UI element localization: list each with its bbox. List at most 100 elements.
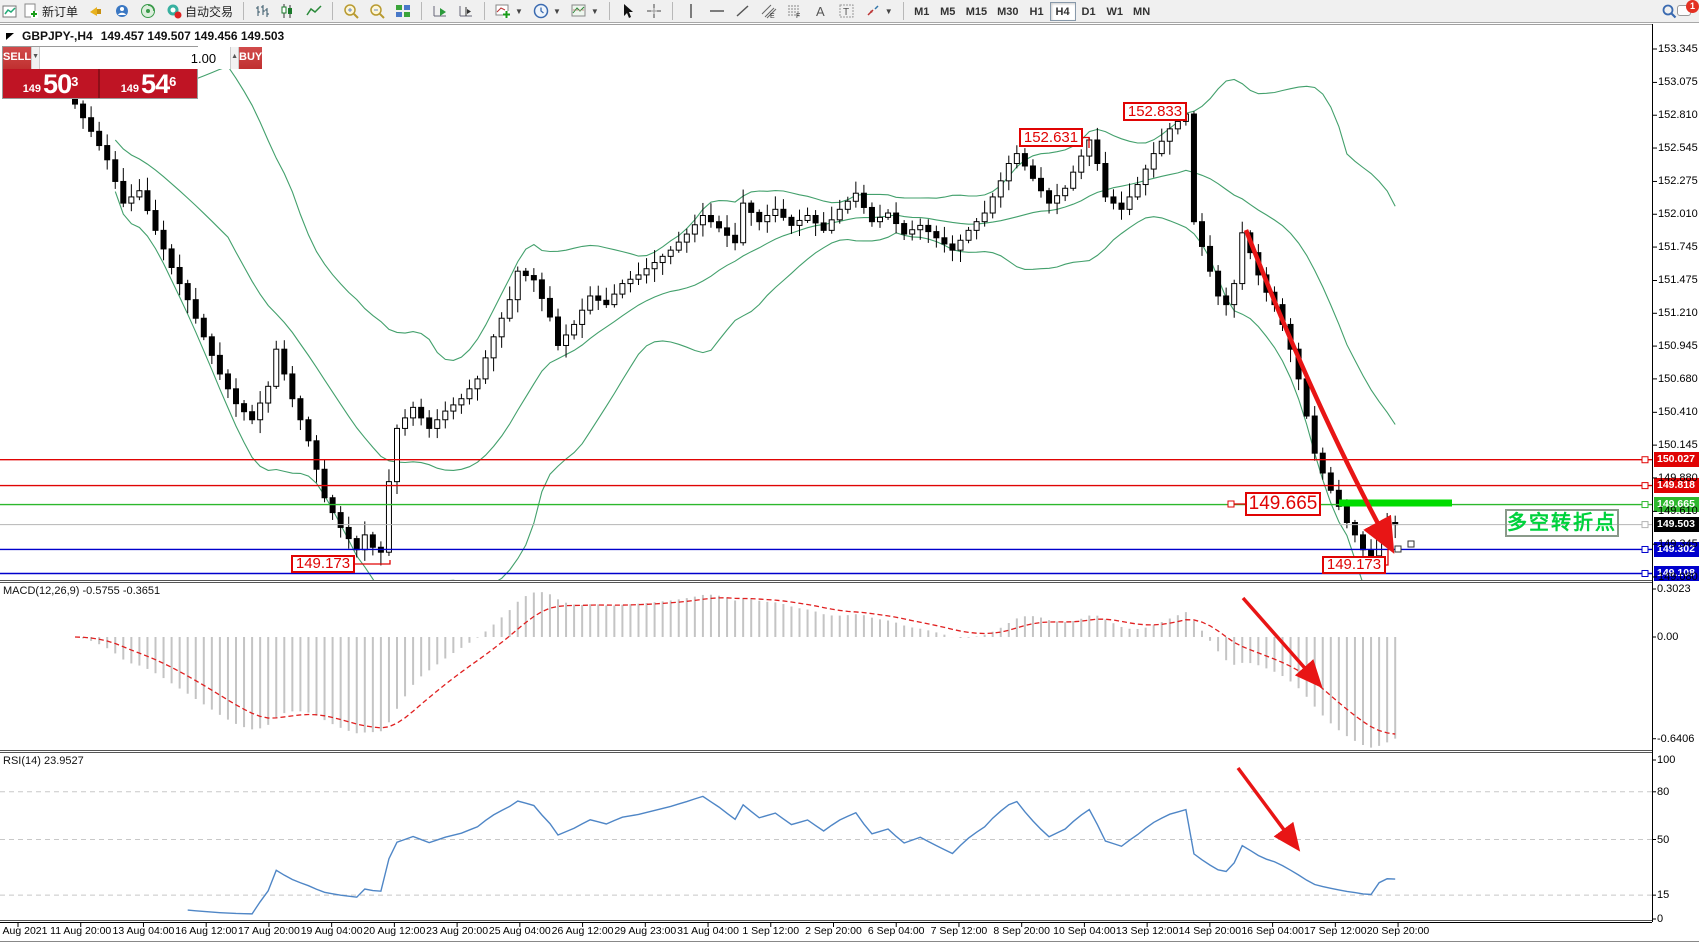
timeframe-button-M1[interactable]: M1 [914,5,930,18]
vertical-line-tool[interactable] [678,1,704,21]
alerts-button[interactable] [83,1,109,21]
crosshair-icon [646,3,662,19]
fibonacci-tool[interactable]: F [782,1,808,21]
price-callout-149.173[interactable]: 149.173 [1322,556,1386,574]
timeframe-button-M5[interactable]: M5 [940,5,956,18]
ask-price-display[interactable]: 149 54 6 [100,69,197,98]
time-axis-label: 13 Aug 04:00 [112,925,175,937]
clock-icon [533,3,549,19]
time-axis-label: 31 Aug 04:00 [677,925,739,937]
arrows-tool[interactable]: ▼ [860,1,898,21]
price-tag-149.108: 149.108 [1654,565,1699,581]
object-handle [1407,540,1415,548]
time-axis-label: 14 Sep 20:00 [1178,925,1242,937]
ask-big-digits: 54 [141,69,170,99]
community-button[interactable] [109,1,135,21]
auto-scroll-icon [432,3,448,19]
time-axis-label: 8 Sep 20:00 [993,925,1050,937]
price-callout-149.173[interactable]: 149.173 [291,555,355,573]
bar-chart-mode-button[interactable] [249,1,275,21]
chart-window-icon[interactable] [2,3,18,19]
bid-prefix: 149 [22,83,42,95]
dropdown-caret: ▼ [884,6,893,16]
volume-input[interactable] [40,47,231,69]
timeframe-group: M1 M5 M15 M30 H1 H4 D1 W1 MN [907,0,1157,23]
fibonacci-icon: F [787,3,803,20]
timeframe-button-M15[interactable]: M15 [965,5,988,18]
trend-arrow-rsi [1236,766,1301,852]
sell-button[interactable]: SELL [3,47,32,69]
candlestick-mode-button[interactable] [275,1,301,21]
horizontal-line-icon [709,3,725,19]
cursor-tool-button[interactable] [615,1,641,21]
bb-middle-band [114,139,1396,471]
bid-price-display[interactable]: 149 50 3 [3,69,101,98]
price-callout-152.833[interactable]: 152.833 [1123,102,1187,121]
text-tool[interactable]: A [808,1,834,21]
volume-decrease-button[interactable]: ▼ [31,47,41,69]
time-axis-label: 20 Sep 20:00 [1366,925,1430,937]
zoom-out-button[interactable] [364,1,390,21]
zoom-in-button[interactable] [338,1,364,21]
timeframe-button-W1[interactable]: W1 [1106,5,1124,18]
line-chart-mode-button[interactable] [301,1,327,21]
time-axis-label: 13 Sep 12:00 [1115,925,1179,937]
horizontal-line-tool[interactable] [704,1,730,21]
new-order-button[interactable]: 新订单 [18,1,83,21]
dropdown-caret: ▼ [515,6,523,16]
price-tag-149.818: 149.818 [1654,478,1699,494]
trendline-tool[interactable] [730,1,756,21]
search-icon[interactable] [1661,3,1677,19]
time-axis-label: 19 Aug 04:00 [300,925,363,937]
auto-trade-button[interactable]: 自动交易 [161,1,238,21]
bid-pip-digit: 3 [71,74,79,89]
tile-windows-button[interactable] [390,1,416,21]
text-label-tool[interactable]: T [834,1,860,21]
timeframe-button-M30[interactable]: M30 [997,5,1019,18]
signals-button[interactable] [135,1,161,21]
candlestick-series [72,85,1399,566]
time-axis-label: 10 Sep 04:00 [1053,925,1116,937]
auto-scroll-button[interactable] [427,1,453,21]
price-callout-152.631[interactable]: 152.631 [1019,128,1083,147]
zoom-in-icon [343,3,359,19]
price-axis-label: 152.275 [1658,175,1698,188]
level-anchor-square [1641,501,1649,509]
candlestick-icon [280,3,296,19]
ohlc-values: 149.457 149.507 149.456 149.503 [100,29,285,43]
level-anchor-square [1641,482,1649,490]
time-axis-label: 1 Sep 12:00 [742,925,800,937]
rsi-axis-label: 15 [1657,889,1670,902]
time-axis-label: 17 Sep 12:00 [1304,925,1367,937]
timeframe-button-H1[interactable]: H1 [1029,5,1044,18]
templates-button[interactable]: ▼ [566,1,604,21]
timeframe-button-MN[interactable]: MN [1133,5,1151,18]
turning-point-annotation[interactable]: 多空转折点 [1505,509,1619,537]
rsi-axis-label: 100 [1657,754,1676,766]
timeframe-button-H4[interactable]: H4 [1049,1,1076,21]
price-callout-149.665[interactable]: 149.665 [1245,492,1321,516]
price-axis-label: 149.080 [1658,570,1698,583]
chart-shift-button[interactable] [453,1,479,21]
volume-increase-button[interactable]: ▲ [230,47,239,69]
time-axis-label: 2 Sep 20:00 [805,925,862,937]
timeframe-button-D1[interactable]: D1 [1081,5,1096,18]
vertical-line-icon [683,3,699,19]
price-axis-label: 150.945 [1658,340,1698,353]
indicators-button[interactable]: ▼ [490,1,528,21]
chat-notifications-button[interactable]: 1 [1677,0,1699,20]
buy-button[interactable]: BUY [239,47,263,69]
channel-tool[interactable]: E [756,1,782,21]
add-indicator-icon [495,3,511,19]
arrow-objects-icon [865,3,881,19]
dropdown-caret: ▼ [552,6,561,16]
ask-prefix: 149 [120,83,140,95]
periods-button[interactable]: ▼ [528,1,566,21]
rsi-axis-label: 0 [1657,913,1664,925]
crosshair-tool-button[interactable] [641,1,667,21]
macd-axis-label: 0.00 [1657,631,1679,643]
auto-trade-icon [166,3,182,19]
price-tag-149.302: 149.302 [1654,541,1699,557]
